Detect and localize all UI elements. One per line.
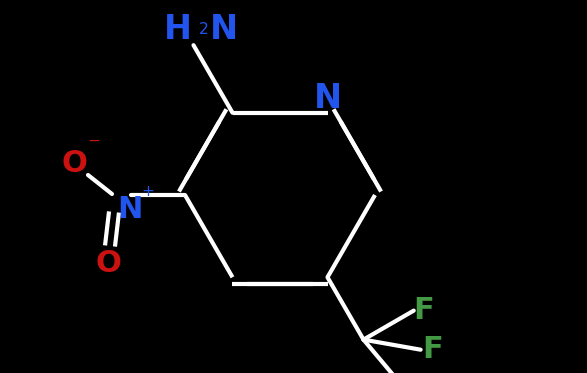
Text: N: N xyxy=(117,195,143,225)
Text: N: N xyxy=(210,13,238,46)
Text: O: O xyxy=(61,148,87,178)
Text: $_2$: $_2$ xyxy=(197,17,208,37)
Text: N: N xyxy=(313,82,342,115)
Text: F: F xyxy=(413,296,434,325)
Text: H: H xyxy=(164,13,191,46)
Text: $^-$: $^-$ xyxy=(84,137,100,157)
Text: O: O xyxy=(95,250,121,279)
Text: $^+$: $^+$ xyxy=(138,186,154,206)
Text: F: F xyxy=(422,335,443,364)
